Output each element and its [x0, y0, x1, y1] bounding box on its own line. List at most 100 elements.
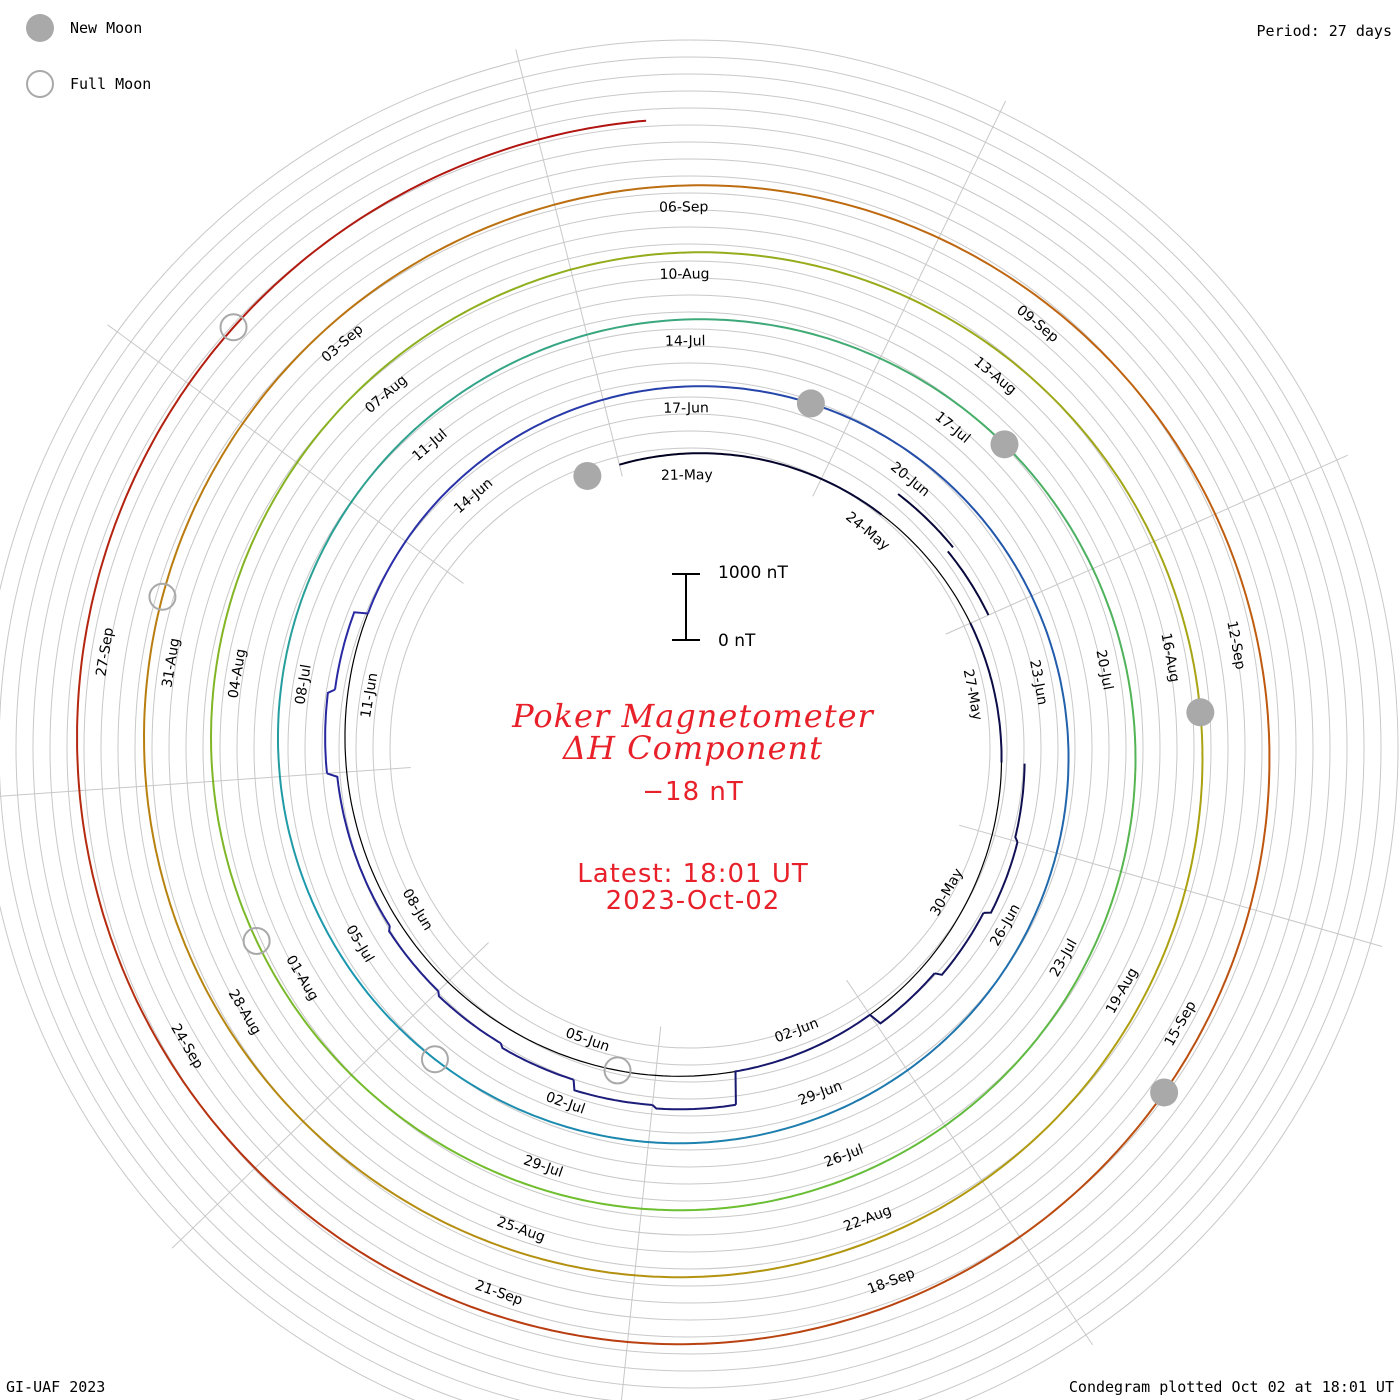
- grid-ring: [83, 141, 1297, 1355]
- trace-segment: [784, 326, 881, 360]
- trace-segment: [1030, 595, 1061, 679]
- chart-title-line2: ΔH Component: [562, 729, 824, 767]
- trace-segment: [799, 261, 910, 300]
- trace-segment: [280, 587, 308, 682]
- date-label: 12-Sep: [1223, 619, 1248, 670]
- trace-segment: [906, 1009, 975, 1072]
- trace-segment: [437, 990, 502, 1045]
- trace-segment: [1184, 771, 1204, 891]
- trace-segment: [1055, 765, 1070, 854]
- trace-segment: [242, 326, 329, 424]
- trace-segment: [869, 972, 936, 1025]
- trace-segment: [570, 251, 685, 271]
- grid-ring: [117, 175, 1263, 1321]
- trace-segment: [282, 988, 353, 1076]
- grid-ring: [270, 328, 1110, 1168]
- trace-segment: [683, 184, 815, 198]
- grid-ring: [100, 158, 1280, 1338]
- grid-spoke: [846, 979, 1094, 1346]
- date-label: 17-Jul: [932, 409, 974, 447]
- trace-segment: [827, 1069, 908, 1116]
- trace-segment: [1153, 540, 1193, 654]
- trace-segment: [107, 929, 169, 1059]
- grid-ring: [134, 192, 1246, 1304]
- trace-segment: [78, 790, 110, 930]
- grid-spoke: [171, 942, 489, 1249]
- new-moon-marker: [1186, 698, 1215, 727]
- trace-segment: [366, 540, 407, 614]
- date-label: 10-Aug: [659, 266, 709, 283]
- trace-segment: [1214, 513, 1259, 642]
- trace-segment: [993, 690, 1003, 763]
- date-label: 24-May: [842, 509, 892, 554]
- trace-segment: [142, 659, 151, 787]
- trace-segment: [1023, 852, 1058, 937]
- trace-segment: [969, 622, 995, 691]
- trace-segment: [458, 430, 527, 481]
- trace-segment: [254, 1167, 366, 1256]
- new-moon-marker: [1150, 1078, 1179, 1107]
- trace-segment: [734, 1050, 805, 1105]
- credit-label: GI-UAF 2023: [6, 1378, 106, 1396]
- grid-ring: [304, 362, 1076, 1134]
- trace-segment: [388, 925, 439, 992]
- trace-segment: [402, 138, 539, 195]
- date-label: 31-Aug: [159, 637, 183, 689]
- date-label: 02-Jul: [544, 1089, 588, 1118]
- scale-top-label: 1000 nT: [718, 563, 788, 583]
- trace-segment: [145, 785, 173, 911]
- trace-segment: [414, 370, 496, 430]
- trace-segment: [557, 1123, 649, 1144]
- grid-spoke: [515, 49, 623, 477]
- trace-segment: [214, 561, 246, 671]
- date-label: 14-Jul: [665, 333, 706, 349]
- trace-segment: [302, 1120, 402, 1200]
- trace-segment: [495, 333, 588, 373]
- trace-segment: [651, 1103, 737, 1111]
- trace-segment: [525, 398, 604, 433]
- trace-segment: [984, 522, 1033, 597]
- grid-spoke: [620, 1026, 662, 1400]
- trace-segment: [973, 935, 1026, 1011]
- trace-segment: [908, 297, 1010, 360]
- latest-date: 2023-Oct-02: [605, 886, 781, 916]
- grid-ring: [15, 73, 1365, 1400]
- new-moon-marker: [573, 461, 602, 490]
- date-label: 20-Jul: [1092, 649, 1115, 692]
- trace-segment: [212, 781, 237, 891]
- date-label: 08-Jul: [292, 663, 314, 706]
- trace-segment: [166, 1057, 256, 1169]
- moon-markers: [148, 313, 1215, 1107]
- trace-segment: [686, 452, 756, 460]
- grid-spoke: [945, 454, 1348, 635]
- trace-segment: [820, 477, 883, 516]
- date-label: 18-Sep: [865, 1265, 917, 1297]
- trace-segment: [1037, 481, 1094, 570]
- date-label: 23-Jul: [1047, 936, 1081, 979]
- legend-full-moon: Full Moon: [26, 68, 151, 100]
- grid-ring: [219, 277, 1161, 1219]
- date-label: 02-Jun: [773, 1015, 821, 1046]
- trace-segment: [398, 1027, 475, 1087]
- scale-bottom-label: 0 nT: [718, 631, 756, 651]
- date-label: 21-May: [661, 467, 713, 484]
- trace-segment: [641, 1204, 749, 1212]
- new-moon-icon: [26, 14, 54, 42]
- trace-segment: [684, 318, 785, 329]
- full-moon-marker: [148, 582, 177, 611]
- full-moon-icon: [26, 70, 54, 98]
- full-moon-marker: [219, 313, 248, 342]
- trace-segment: [535, 1186, 642, 1210]
- trace-segment: [1144, 400, 1217, 515]
- trace-segment: [327, 251, 435, 328]
- full-moon-marker: [242, 926, 271, 955]
- trace-segment: [283, 192, 404, 277]
- trace-segment: [371, 311, 466, 379]
- new-moon-label: New Moon: [70, 19, 143, 37]
- trace-segment: [350, 1074, 438, 1143]
- trace-segment: [472, 1084, 559, 1126]
- trace-segment: [364, 1254, 492, 1315]
- magnetometer-trace: [76, 119, 1271, 1346]
- trace-segment: [685, 385, 770, 394]
- trace-segment: [464, 268, 571, 314]
